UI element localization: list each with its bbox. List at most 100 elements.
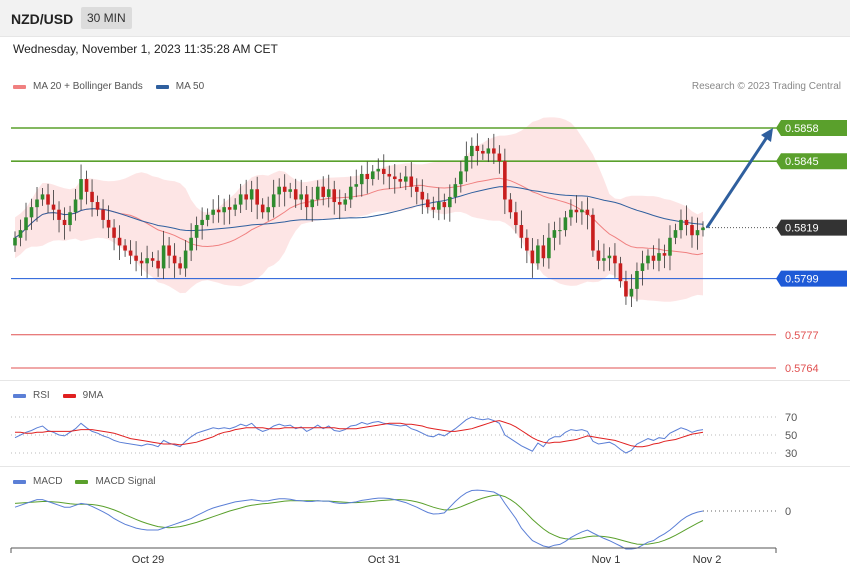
candle [607, 255, 612, 259]
candle [310, 199, 315, 208]
forecast-arrow-head [761, 128, 773, 142]
rsi-ma-legend-label: 9MA [82, 390, 104, 401]
candle [558, 230, 562, 232]
x-axis-label: Oct 31 [367, 554, 401, 566]
level-label-0.5777: 0.5777 [785, 330, 819, 342]
macd-signal-legend-label: MACD Signal [95, 476, 156, 487]
candle [624, 281, 628, 297]
level-label-0.5819: 0.5819 [785, 223, 819, 235]
macd-panel: 0 [14, 489, 791, 550]
rsi-tick-30: 30 [785, 448, 797, 460]
candle [266, 207, 270, 213]
candle [326, 189, 331, 197]
rsi-line [14, 416, 704, 454]
candle [662, 253, 667, 256]
candle [569, 209, 573, 218]
candle [486, 148, 491, 154]
candle [18, 230, 23, 238]
candle [106, 219, 111, 228]
candle [68, 212, 72, 226]
bollinger-band [15, 117, 703, 302]
candle [398, 179, 403, 182]
candle [541, 245, 546, 259]
candle [519, 225, 524, 238]
candle [448, 196, 452, 208]
candle [260, 204, 265, 213]
candle [145, 258, 149, 264]
macd-swatch [13, 479, 26, 484]
timeframe-badge[interactable]: 30 MIN [81, 7, 132, 29]
candle [95, 202, 100, 210]
candle [552, 230, 557, 238]
price-legend: MA 20 + Bollinger Bands MA 50 [13, 81, 217, 92]
candle [293, 189, 298, 200]
candle [84, 179, 89, 192]
candle [464, 156, 469, 172]
candle [178, 263, 182, 269]
candle [194, 225, 199, 238]
price-panel: 0.5858 0.5845 0.5819 0.5799 0.5777 0.5764 [11, 117, 847, 375]
candle [574, 209, 579, 213]
candle [40, 194, 45, 200]
level-tag-0.5799 [776, 270, 847, 287]
ma50-line [14, 186, 704, 239]
candle [426, 199, 430, 208]
candle [299, 194, 304, 200]
candle [288, 189, 292, 192]
candle [381, 168, 386, 174]
candle [73, 199, 78, 213]
macd-signal-swatch [75, 479, 89, 484]
candle [629, 288, 634, 297]
candle [161, 245, 166, 269]
candle [29, 207, 34, 218]
candle [431, 207, 436, 210]
candle [651, 255, 656, 261]
candle [51, 204, 56, 210]
rsi-legend: RSI 9MA [13, 390, 116, 401]
rsi-ma-swatch [62, 393, 76, 398]
candle [222, 207, 226, 213]
x-axis-label: Oct 29 [131, 554, 165, 566]
candle [271, 194, 276, 208]
candle [679, 219, 683, 231]
candle [437, 202, 441, 210]
forecast-arrow [705, 136, 769, 229]
candle [359, 173, 364, 185]
level-tag-0.5819 [776, 219, 847, 236]
candle [101, 209, 105, 220]
level-tag-0.5845 [776, 153, 847, 170]
candle [503, 161, 507, 200]
candle [563, 217, 568, 231]
candle [695, 230, 700, 236]
candle [304, 194, 309, 208]
candle [508, 199, 513, 213]
ma20-legend-label: MA 20 + Bollinger Bands [33, 81, 143, 92]
candle [657, 253, 661, 261]
candle [481, 150, 485, 154]
candle [635, 270, 639, 289]
candle [392, 176, 397, 180]
candle [139, 260, 144, 264]
candle [453, 184, 458, 197]
candle [233, 204, 237, 210]
candle [277, 186, 281, 195]
candle [547, 237, 551, 259]
rsi-tick-70: 70 [785, 412, 797, 424]
candle [690, 225, 694, 236]
candle [646, 255, 650, 264]
candle [475, 145, 480, 151]
candle [442, 202, 447, 208]
candle [596, 250, 601, 261]
panel-divider [0, 380, 850, 381]
candle [216, 209, 221, 213]
candle [321, 186, 326, 197]
candle [315, 186, 320, 200]
candle [189, 237, 193, 251]
macd-legend: MACD MACD Signal [13, 476, 168, 487]
panel-divider [0, 466, 850, 467]
level-label-0.5845: 0.5845 [785, 156, 819, 168]
candle [420, 191, 425, 200]
candle [640, 263, 645, 271]
level-label-0.5764: 0.5764 [785, 363, 819, 375]
